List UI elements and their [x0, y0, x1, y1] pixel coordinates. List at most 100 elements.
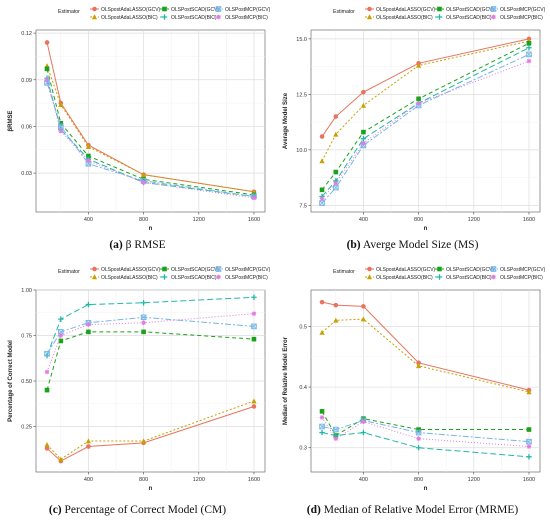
data-point — [86, 329, 91, 335]
data-point — [58, 101, 64, 107]
y-tick-label: 0.4 — [299, 385, 307, 391]
legend-marker — [91, 274, 98, 280]
legend-item: OLSPostMCP(BIC) — [489, 274, 543, 281]
legend-label: OLSPostSCAD(BIC) — [171, 275, 217, 281]
series-line — [321, 419, 530, 443]
data-point — [44, 442, 50, 447]
chart-d: Estimator OLSpostAdaLASSO(GCV) OLSpostAdaL… — [283, 266, 546, 492]
legend-marker — [367, 266, 372, 272]
data-point — [85, 301, 92, 308]
data-point — [58, 123, 64, 130]
caption-a-text: β RMSE — [125, 239, 166, 251]
axes: 400 800 1200 1600 0.3 0.4 0.5 n Median of Relati… — [283, 324, 535, 492]
data-point — [333, 131, 339, 137]
data-point — [251, 336, 257, 342]
legend-label: OLSPostMCP(BIC) — [225, 275, 268, 281]
y-tick-label: 0.03 — [21, 171, 32, 177]
caption-b-label: (b) — [346, 239, 361, 251]
data-point — [141, 171, 147, 177]
chart-c: Estimator OLSpostAdaLASSO(GCV) OLSpostAdaL… — [8, 266, 271, 492]
legend-marker — [216, 274, 221, 280]
data-point — [58, 338, 64, 344]
data-point — [319, 134, 325, 139]
caption-a: (a) β RMSE — [0, 239, 275, 251]
caption-c-text: Percentage of Correct Model (CM) — [64, 504, 227, 516]
data-point — [333, 436, 339, 441]
series-group — [319, 36, 532, 206]
legend: Estimator OLSpostAdaLASSO(GCV) OLSpostAdaL… — [58, 266, 271, 281]
data-point — [416, 96, 421, 102]
y-axis-label: βRMSE — [8, 111, 14, 132]
data-point — [140, 314, 147, 321]
data-point — [333, 114, 339, 119]
data-point — [86, 322, 91, 327]
legend-marker — [92, 266, 97, 272]
y-axis-label: Percentage of Correct Model — [8, 340, 14, 422]
x-axis-label: n — [149, 486, 153, 492]
data-point — [141, 177, 146, 182]
x-tick-label: 400 — [359, 477, 368, 483]
y-tick-label: 7.5 — [299, 203, 307, 209]
legend-label: OLSPostSCAD(GCV) — [446, 267, 494, 273]
data-point — [44, 66, 50, 72]
legend-item: OLSPostSCAD(GCV) — [160, 6, 219, 13]
legend-marker — [162, 6, 167, 12]
x-axis-label: n — [424, 226, 428, 232]
data-point — [333, 302, 339, 308]
data-point — [526, 41, 532, 46]
data-point — [251, 311, 257, 316]
legend-marker — [491, 274, 496, 280]
x-tick-label: 1200 — [468, 217, 480, 223]
x-tick-label: 800 — [139, 217, 148, 223]
data-point — [44, 350, 50, 357]
legend-label: OLSPostSCAD(GCV) — [171, 267, 219, 273]
legend-marker — [161, 14, 168, 20]
y-tick-label: 1.00 — [21, 288, 32, 294]
data-point — [526, 427, 532, 432]
series-group — [319, 299, 532, 460]
x-tick-label: 400 — [84, 477, 93, 483]
y-axis-label: Median of Relative Model Error — [283, 336, 289, 425]
data-point — [251, 404, 257, 409]
data-point — [141, 438, 147, 444]
data-point — [415, 445, 422, 451]
legend-item: OLSPostMCP(GCV) — [214, 266, 271, 273]
x-tick-label: 1200 — [468, 477, 480, 483]
data-point — [44, 446, 50, 451]
data-point — [526, 444, 532, 449]
legend: Estimator OLSpostAdaLASSO(GCV) OLSpostAdaL… — [58, 6, 271, 21]
data-point — [251, 294, 257, 300]
chart-a: Estimator OLSpostAdaLASSO(GCV) OLSpostAdaL… — [8, 6, 271, 232]
legend-marker — [490, 6, 497, 12]
legend-item: OLSPostMCP(GCV) — [214, 6, 271, 13]
legend-marker — [437, 266, 442, 272]
data-point — [416, 427, 421, 432]
legend-item: OLSPostSCAD(GCV) — [160, 266, 219, 273]
data-point — [44, 40, 50, 45]
legend-marker — [436, 14, 443, 20]
data-point — [86, 153, 91, 159]
data-point — [86, 158, 91, 163]
legend-label: OLSpostAdaLASSO(GCV) — [376, 267, 436, 273]
data-point — [333, 169, 339, 175]
legend-label: OLSPostMCP(GCV) — [225, 7, 271, 13]
data-point — [360, 429, 367, 436]
data-point — [361, 140, 366, 146]
legend: Estimator OLSpostAdaLASSO(GCV) OLSpostAdaL… — [333, 266, 546, 281]
legend-item: OLSPostMCP(BIC) — [214, 274, 268, 281]
data-point — [319, 423, 325, 430]
legend-item: OLSPostSCAD(BIC) — [435, 14, 492, 21]
y-tick-label: 0.3 — [299, 446, 307, 452]
data-point — [141, 329, 146, 335]
legend-item: OLSPostSCAD(BIC) — [160, 274, 217, 281]
data-point — [141, 180, 146, 185]
data-point — [361, 419, 366, 424]
legend-marker — [216, 14, 221, 20]
data-point — [526, 51, 532, 58]
data-point — [416, 100, 421, 106]
data-point — [85, 143, 92, 149]
legend-item: OLSpostAdaLASSO(GCV) — [90, 6, 161, 13]
y-tick-label: 0.06 — [21, 124, 32, 130]
data-point — [333, 317, 339, 323]
legend-item: OLSPostSCAD(BIC) — [435, 274, 492, 281]
